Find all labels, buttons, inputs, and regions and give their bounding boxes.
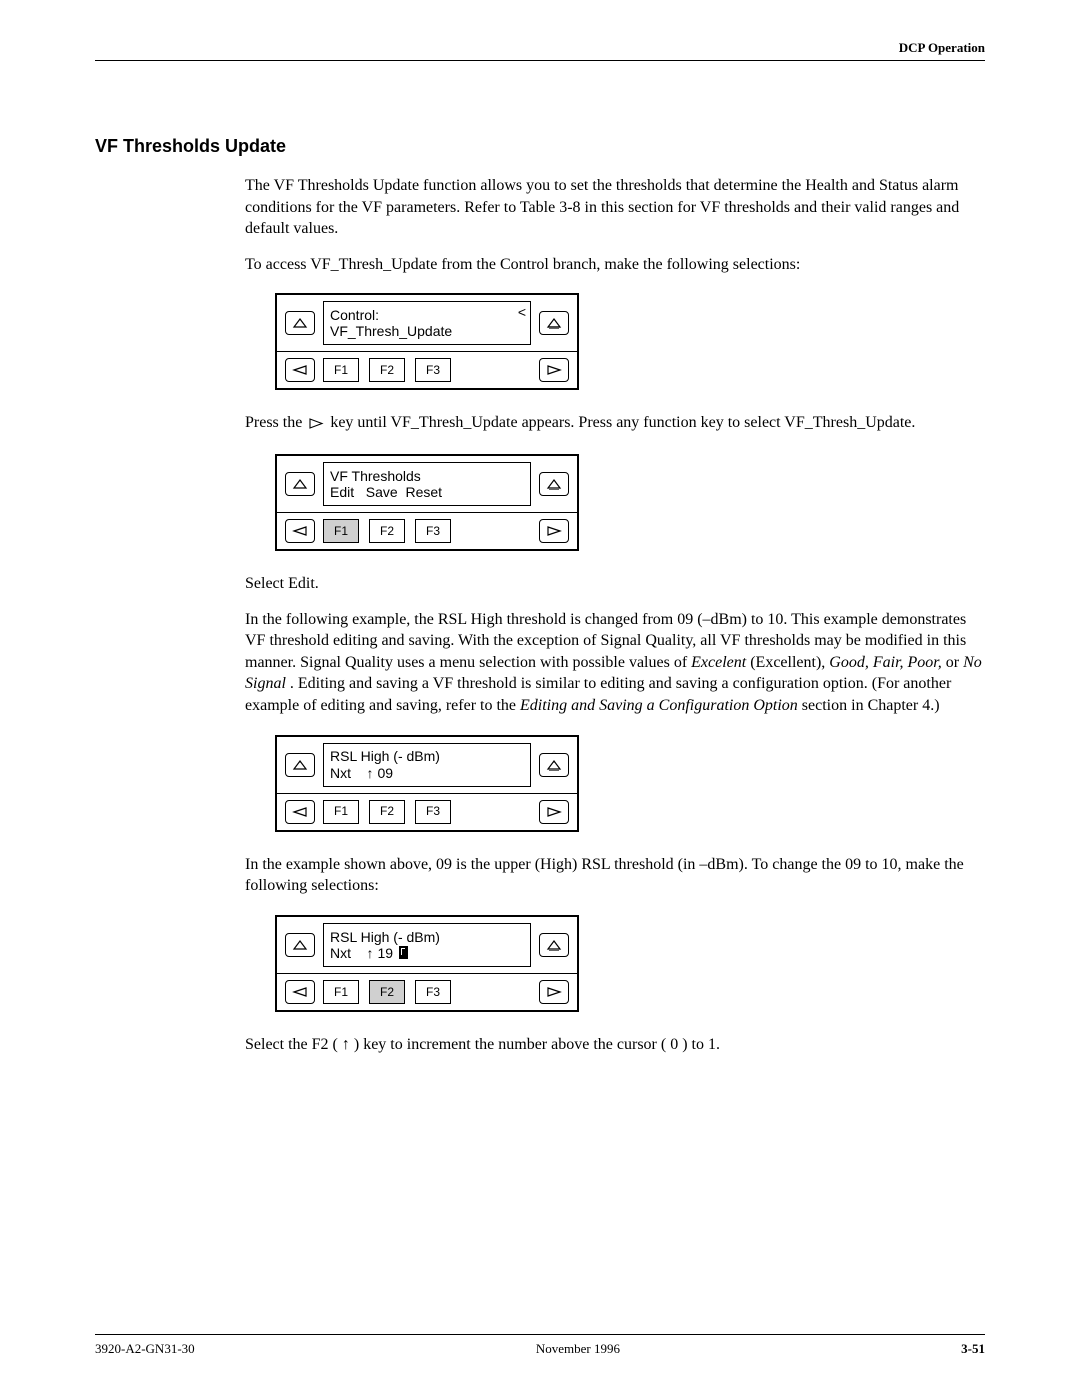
nav-home-button[interactable]: [539, 472, 569, 496]
lcd-line-1: RSL High (- dBm): [330, 748, 524, 764]
nav-left-button[interactable]: [285, 358, 315, 382]
lcd-panel: RSL High (- dBm) Nxt ↑ 09 F1 F2 F3: [275, 735, 579, 832]
nav-up-button[interactable]: [285, 311, 315, 335]
right-arrow-icon: [308, 414, 324, 436]
fkey-row: F1 F2 F3: [323, 358, 531, 382]
text: Nxt ↑ 19: [330, 945, 397, 961]
text: Press the: [245, 414, 306, 431]
f3-key[interactable]: F3: [415, 358, 451, 382]
f2-key[interactable]: F2: [369, 980, 405, 1004]
lcd-display: RSL High (- dBm) Nxt ↑ 09: [323, 743, 531, 787]
nav-up-button[interactable]: [285, 753, 315, 777]
text: or: [946, 654, 963, 671]
nav-home-button[interactable]: [539, 753, 569, 777]
nav-up-button[interactable]: [285, 933, 315, 957]
nav-left-button[interactable]: [285, 519, 315, 543]
f1-key[interactable]: F1: [323, 358, 359, 382]
f2-key[interactable]: F2: [369, 358, 405, 382]
nav-home-button[interactable]: [539, 311, 569, 335]
lcd-line-1: Control:: [330, 307, 524, 323]
nav-right-button[interactable]: [539, 800, 569, 824]
f3-key[interactable]: F3: [415, 800, 451, 824]
header-section: DCP Operation: [899, 40, 985, 56]
lcd-display: VF Thresholds Edit Save Reset: [323, 462, 531, 506]
paragraph: Select Edit.: [245, 573, 985, 595]
f2-key[interactable]: F2: [369, 519, 405, 543]
header-rule: [95, 60, 985, 61]
f1-key[interactable]: F1: [323, 980, 359, 1004]
paragraph: To access VF_Thresh_Update from the Cont…: [245, 254, 985, 276]
lcd-line-1: RSL High (- dBm): [330, 929, 524, 945]
lcd-display: < Control: VF_Thresh_Update: [323, 301, 531, 345]
nav-right-button[interactable]: [539, 980, 569, 1004]
page: DCP Operation VF Thresholds Update The V…: [0, 0, 1080, 1397]
f3-key[interactable]: F3: [415, 980, 451, 1004]
footer-page-number: 3-51: [961, 1341, 985, 1357]
text: (Excellent),: [750, 654, 829, 671]
lcd-panel: VF Thresholds Edit Save Reset F1 F2 F3: [275, 454, 579, 551]
nav-home-button[interactable]: [539, 933, 569, 957]
paragraph: Select the F2 ( ↑ ) key to increment the…: [245, 1034, 985, 1056]
nav-up-button[interactable]: [285, 472, 315, 496]
less-than-indicator: <: [518, 304, 526, 320]
nav-right-button[interactable]: [539, 358, 569, 382]
nav-right-button[interactable]: [539, 519, 569, 543]
text: section in Chapter 4.): [802, 697, 940, 714]
lcd-panel: RSL High (- dBm) Nxt ↑ 19 F1 F2 F3: [275, 915, 579, 1012]
footer-doc-id: 3920-A2-GN31-30: [95, 1341, 195, 1357]
italic-text: Excelent: [691, 654, 746, 671]
f2-key[interactable]: F2: [369, 800, 405, 824]
nav-left-button[interactable]: [285, 800, 315, 824]
lcd-display: RSL High (- dBm) Nxt ↑ 19: [323, 923, 531, 967]
italic-text: Editing and Saving a Configuration Optio…: [520, 697, 798, 714]
italic-text: Good, Fair, Poor,: [829, 654, 941, 671]
f1-key[interactable]: F1: [323, 800, 359, 824]
paragraph: Press the key until VF_Thresh_Update app…: [245, 412, 985, 436]
lcd-line-2: VF_Thresh_Update: [330, 323, 524, 339]
f1-key[interactable]: F1: [323, 519, 359, 543]
fkey-row: F1 F2 F3: [323, 800, 531, 824]
paragraph: In the example shown above, 09 is the up…: [245, 854, 985, 897]
f3-key[interactable]: F3: [415, 519, 451, 543]
lcd-line-2: Edit Save Reset: [330, 484, 524, 500]
footer-date: November 1996: [536, 1341, 620, 1357]
lcd-line-2: Nxt ↑ 09: [330, 765, 524, 781]
lcd-panel: < Control: VF_Thresh_Update F1 F2 F3: [275, 293, 579, 390]
lcd-line-2: Nxt ↑ 19: [330, 945, 524, 961]
page-footer: 3920-A2-GN31-30 November 1996 3-51: [95, 1334, 985, 1357]
fkey-row: F1 F2 F3: [323, 980, 531, 1004]
text: key until VF_Thresh_Update appears. Pres…: [330, 414, 915, 431]
paragraph: In the following example, the RSL High t…: [245, 609, 985, 717]
cursor-icon: [399, 946, 408, 959]
section-title: VF Thresholds Update: [95, 136, 985, 157]
lcd-line-1: VF Thresholds: [330, 468, 524, 484]
fkey-row: F1 F2 F3: [323, 519, 531, 543]
paragraph: The VF Thresholds Update function allows…: [245, 175, 985, 240]
nav-left-button[interactable]: [285, 980, 315, 1004]
body-column: The VF Thresholds Update function allows…: [245, 175, 985, 1055]
